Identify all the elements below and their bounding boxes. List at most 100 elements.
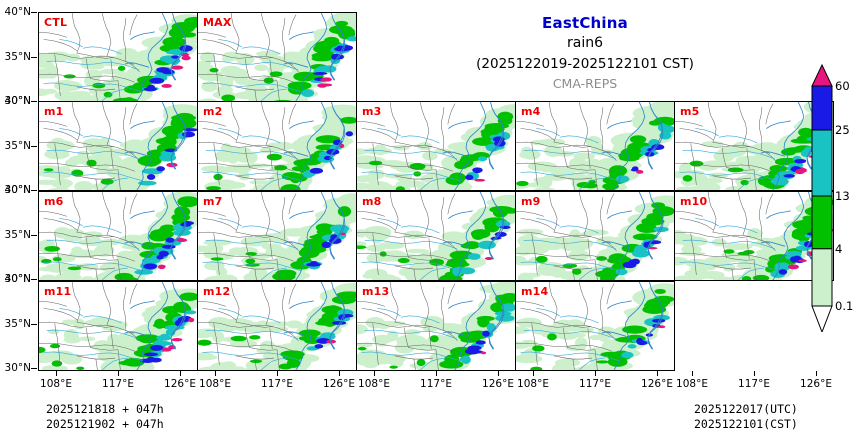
- forecast-panel-m5[interactable]: m5: [674, 101, 834, 191]
- precip-map: [39, 13, 197, 101]
- forecast-panel-m4[interactable]: m4: [515, 101, 675, 191]
- longitude-tick-label: 117°E: [420, 378, 452, 390]
- longitude-tick-label: 117°E: [261, 378, 293, 390]
- panel-label: m9: [521, 195, 541, 208]
- footer-left-line1: 2025121818 + 047h: [46, 402, 164, 416]
- latitude-tick-label: 35°N: [4, 228, 31, 241]
- longitude-tick-mark: [277, 371, 278, 376]
- panel-label: m2: [203, 105, 223, 118]
- longitude-tick-mark: [498, 371, 499, 376]
- colorbar: 60 25 13 4 0.1: [804, 64, 860, 332]
- longitude-tick-label: 126°E: [641, 378, 673, 390]
- latitude-tick-label: 40°N: [4, 184, 31, 196]
- longitude-tick-mark: [339, 371, 340, 376]
- longitude-tick-mark: [118, 371, 119, 376]
- precip-map: [516, 282, 674, 370]
- panel-label: MAX: [203, 16, 232, 29]
- panel-label: m11: [44, 285, 72, 298]
- forecast-panel-m12[interactable]: m12: [197, 281, 357, 371]
- panel-label: m13: [362, 285, 390, 298]
- latitude-tick-mark: [31, 368, 37, 369]
- latitude-tick-label: 35°N: [4, 317, 31, 330]
- precip-map: [198, 192, 356, 280]
- latitude-tick-label: 30°N: [4, 362, 31, 374]
- colorbar-graphic: [811, 64, 833, 332]
- panel-label: m10: [680, 195, 708, 208]
- footer-right-line2: 2025122101(CST): [694, 417, 798, 431]
- latitude-tick-mark: [31, 145, 37, 147]
- panel-label: CTL: [44, 16, 68, 29]
- panel-label: m1: [44, 105, 64, 118]
- longitude-tick-mark: [595, 371, 596, 376]
- latitude-tick-mark: [31, 323, 37, 325]
- longitude-tick-label: 126°E: [800, 378, 832, 390]
- panel-label: m5: [680, 105, 700, 118]
- longitude-tick-label: 108°E: [676, 378, 708, 390]
- forecast-panel-ctl[interactable]: CTL: [38, 12, 198, 102]
- precip-map: [198, 282, 356, 370]
- precip-map: [198, 13, 356, 101]
- longitude-tick-label: 117°E: [738, 378, 770, 390]
- longitude-tick-label: 108°E: [199, 378, 231, 390]
- colorbar-tick-label: 13: [835, 189, 850, 203]
- footer-left-line2: 2025121902 + 047h: [46, 417, 164, 431]
- forecast-panel-m8[interactable]: m8: [356, 191, 516, 281]
- forecast-panel-m2[interactable]: m2: [197, 101, 357, 191]
- panel-label: m8: [362, 195, 382, 208]
- title-model: CMA-REPS: [552, 76, 618, 91]
- longitude-tick-mark: [657, 371, 658, 376]
- precip-map: [357, 282, 515, 370]
- longitude-tick-mark: [180, 371, 181, 376]
- longitude-tick-label: 108°E: [40, 378, 72, 390]
- forecast-panel-m1[interactable]: m1: [38, 101, 198, 191]
- forecast-panel-m7[interactable]: m7: [197, 191, 357, 281]
- precip-map: [198, 102, 356, 190]
- longitude-tick-label: 108°E: [358, 378, 390, 390]
- longitude-tick-mark: [816, 371, 817, 376]
- precip-map: [39, 192, 197, 280]
- panel-label: m7: [203, 195, 223, 208]
- longitude-tick-label: 126°E: [482, 378, 514, 390]
- forecast-panel-m11[interactable]: m11: [38, 281, 198, 371]
- latitude-tick-label: 35°N: [4, 50, 31, 63]
- precip-map: [516, 192, 674, 280]
- forecast-panel-max[interactable]: MAX: [197, 12, 357, 102]
- precip-map: [39, 282, 197, 370]
- forecast-panel-m3[interactable]: m3: [356, 101, 516, 191]
- precip-map: [357, 192, 515, 280]
- longitude-tick-label: 126°E: [323, 378, 355, 390]
- panel-label: m14: [521, 285, 549, 298]
- longitude-tick-label: 126°E: [164, 378, 196, 390]
- footer-valid-times: 2025122017(UTC) 2025122101(CST): [694, 402, 798, 432]
- latitude-tick-mark: [31, 56, 37, 58]
- longitude-tick-mark: [56, 371, 57, 376]
- panel-grid: CTL MAX m1 m2 m3 m4 m5 m6 m7 m8 m9 m10 m11 m12 m13 m14: [38, 12, 834, 372]
- latitude-tick-mark: [31, 234, 37, 236]
- panel-label: m12: [203, 285, 231, 298]
- longitude-tick-label: 117°E: [102, 378, 134, 390]
- precip-map: [39, 102, 197, 190]
- latitude-tick-label: 40°N: [4, 95, 31, 107]
- precip-map: [357, 102, 515, 190]
- latitude-tick-label: 30°N: [4, 184, 31, 196]
- longitude-tick-mark: [436, 371, 437, 376]
- longitude-tick-mark: [215, 371, 216, 376]
- panel-row: m1 m2 m3 m4 m5: [38, 101, 834, 192]
- footer-init-times: 2025121818 + 047h 2025121902 + 047h: [46, 402, 164, 432]
- title-period: (2025122019-2025122101 CST): [476, 56, 694, 72]
- forecast-panel-m13[interactable]: m13: [356, 281, 516, 371]
- precip-map: [516, 102, 674, 190]
- longitude-tick-mark: [754, 371, 755, 376]
- forecast-panel-m6[interactable]: m6: [38, 191, 198, 281]
- longitude-tick-label: 117°E: [579, 378, 611, 390]
- longitude-tick-mark: [374, 371, 375, 376]
- panel-label: m3: [362, 105, 382, 118]
- latitude-tick-label: 35°N: [4, 139, 31, 152]
- precip-map: [675, 102, 833, 190]
- colorbar-tick-label: 60: [835, 79, 850, 93]
- forecast-panel-m14[interactable]: m14: [515, 281, 675, 371]
- latitude-tick-label: 40°N: [4, 6, 31, 18]
- title-region: EastChina: [542, 14, 628, 32]
- forecast-panel-m9[interactable]: m9: [515, 191, 675, 281]
